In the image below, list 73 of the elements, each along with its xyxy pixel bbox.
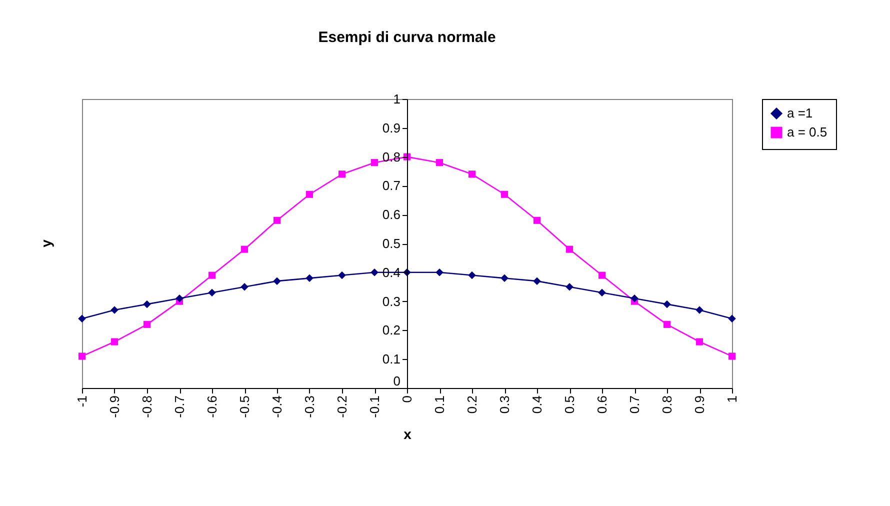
point <box>143 300 151 308</box>
point <box>370 268 378 276</box>
y-tick-label: 0.5 <box>382 236 400 251</box>
x-tick-label: 0.2 <box>464 396 480 414</box>
point <box>208 272 216 279</box>
point <box>630 294 638 302</box>
point <box>598 272 606 279</box>
point <box>208 288 216 297</box>
point <box>143 320 151 328</box>
x-tick-label: -0.6 <box>204 396 220 418</box>
y-tick-label: 0.2 <box>382 322 400 338</box>
point <box>566 246 574 253</box>
point <box>436 268 444 276</box>
point <box>728 352 736 360</box>
point <box>500 274 508 282</box>
point <box>306 190 314 198</box>
chart-title: Esempi di curva normale <box>318 29 496 46</box>
x-tick-label: -0.2 <box>334 396 350 418</box>
x-tick-label: 0.5 <box>562 396 577 414</box>
x-tick-label: 0 <box>400 396 414 403</box>
point <box>728 314 736 323</box>
point <box>110 306 118 314</box>
y-tick-label: 0.6 <box>382 207 400 222</box>
y-tick-label: 1 <box>393 92 400 106</box>
legend-label: a = 0.5 <box>787 124 828 140</box>
point <box>663 320 671 328</box>
x-tick-label: 0.7 <box>627 396 642 414</box>
point <box>110 338 118 346</box>
point <box>468 170 476 178</box>
x-tick-label: 0.9 <box>692 396 707 414</box>
point <box>306 274 314 282</box>
point <box>338 170 346 178</box>
x-tick-label: -0.7 <box>172 396 187 418</box>
x-tick-label: 0.1 <box>432 396 447 414</box>
x-axis-title: x <box>404 426 412 442</box>
x-tick-label: -0.8 <box>140 396 154 418</box>
x-tick-label: -0.5 <box>237 396 252 418</box>
point <box>598 288 606 297</box>
point <box>468 271 476 280</box>
point <box>78 314 86 323</box>
x-tick-label: 0.8 <box>660 396 674 414</box>
point <box>533 277 541 285</box>
x-tick-label: -0.1 <box>367 396 382 418</box>
y-axis-title: y <box>38 239 54 248</box>
point <box>78 352 86 360</box>
x-tick-label: -0.3 <box>302 396 317 418</box>
point <box>436 159 444 166</box>
x-tick-label: 0.4 <box>530 396 544 414</box>
point <box>240 246 248 253</box>
point <box>500 190 508 198</box>
point <box>176 294 184 302</box>
point <box>370 159 378 166</box>
point <box>663 300 671 308</box>
x-tick-label: 0.6 <box>594 396 610 414</box>
y-tick-label: 0.1 <box>382 352 400 367</box>
y-tick-label: 0.3 <box>382 294 400 309</box>
y-tick-label: 0.7 <box>382 178 400 194</box>
point <box>533 216 541 224</box>
point <box>696 338 704 346</box>
point <box>566 282 574 291</box>
x-tick-label: -1 <box>74 396 90 408</box>
x-tick-label: 0.3 <box>497 396 512 414</box>
y-tick-label: 0 <box>393 374 400 388</box>
x-tick-label: -0.4 <box>270 396 284 418</box>
point <box>696 306 704 314</box>
x-tick-label: -0.9 <box>107 396 122 418</box>
legend-label: a =1 <box>787 106 813 120</box>
point <box>240 282 248 291</box>
y-tick-label: 0.9 <box>382 120 400 136</box>
x-tick-label: 1 <box>724 396 740 403</box>
point <box>273 277 281 285</box>
point <box>338 271 346 280</box>
point <box>273 216 281 224</box>
